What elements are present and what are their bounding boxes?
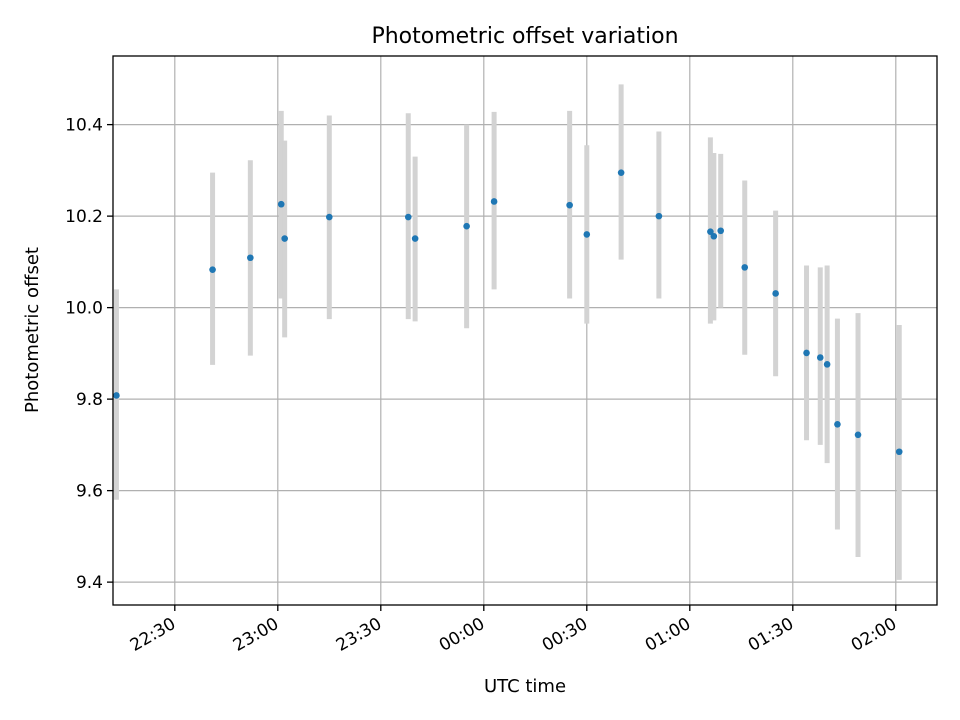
- y-tick-label-5: 10.4: [65, 116, 103, 136]
- y-tick-label-2: 9.8: [76, 390, 103, 410]
- y-axis-label: Photometric offset: [22, 247, 43, 413]
- data-point-21: [823, 361, 831, 368]
- data-point-6: [404, 213, 412, 221]
- data-point-13: [655, 212, 663, 220]
- data-point-24: [895, 448, 903, 456]
- y-tick-label-1: 9.6: [76, 482, 103, 502]
- y-tick-label-4: 10.2: [65, 207, 103, 227]
- data-point-11: [583, 231, 591, 238]
- data-point-19: [803, 349, 810, 357]
- data-point-18: [772, 290, 779, 297]
- data-point-10: [566, 201, 573, 209]
- data-point-12: [617, 169, 625, 176]
- data-point-15: [710, 232, 718, 240]
- data-point-20: [816, 354, 824, 361]
- y-tick-label-3: 10.0: [65, 299, 103, 319]
- data-point-17: [741, 264, 749, 271]
- data-point-23: [854, 431, 862, 439]
- chart-title: Photometric offset variation: [371, 24, 678, 49]
- data-point-5: [326, 213, 333, 221]
- plot-frame: [112, 55, 938, 606]
- data-point-4: [281, 235, 288, 242]
- data-point-22: [834, 420, 841, 428]
- data-point-1: [209, 266, 216, 273]
- data-point-8: [463, 222, 470, 230]
- data-point-0: [113, 392, 120, 399]
- y-tick-label-0: 9.4: [76, 573, 103, 593]
- data-point-layer: [113, 169, 903, 456]
- data-point-3: [277, 200, 285, 208]
- data-point-14: [707, 228, 714, 235]
- x-axis-label: UTC time: [484, 676, 566, 697]
- data-point-16: [717, 227, 724, 235]
- data-point-7: [411, 235, 419, 242]
- data-point-2: [247, 254, 254, 262]
- data-point-9: [490, 198, 498, 205]
